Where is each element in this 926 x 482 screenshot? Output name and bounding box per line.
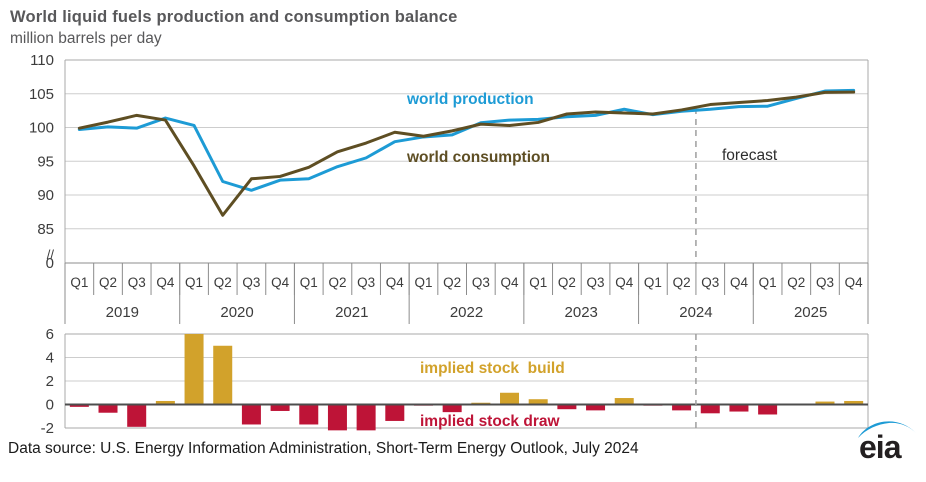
quarter-label: Q2 [787, 275, 805, 290]
y-tick-label: 110 [30, 52, 54, 69]
y-tick-label: 90 [37, 187, 54, 204]
eia-logo: eia [852, 413, 924, 471]
stock-draw-bar [385, 404, 405, 421]
stock-build-bar [815, 401, 835, 405]
stock-draw-label: implied stock draw [420, 413, 560, 430]
quarter-label: Q1 [414, 275, 432, 290]
quarter-label: Q1 [300, 275, 318, 290]
quarter-label: Q1 [185, 275, 203, 290]
quarter-label: Q1 [70, 275, 88, 290]
stock-draw-bar [672, 404, 692, 411]
y-tick-label: 2 [46, 373, 54, 390]
chart-units-subtitle: million barrels per day [10, 30, 162, 47]
year-label: 2025 [794, 304, 827, 321]
stock-draw-bar [327, 404, 347, 431]
quarter-label: Q4 [615, 275, 634, 290]
stock-draw-bar [127, 404, 147, 427]
y-tick-label: 4 [46, 350, 54, 367]
stock-draw-bar [442, 404, 462, 413]
forecast-label: forecast [722, 147, 778, 164]
quarter-label: Q4 [845, 275, 864, 290]
quarter-label: Q4 [386, 275, 405, 290]
y-tick-label: 0 [46, 255, 54, 272]
quarter-label: Q3 [701, 275, 719, 290]
y-tick-label: 105 [29, 86, 54, 103]
stock-build-bar [213, 345, 233, 405]
stock-build-bar [614, 398, 634, 405]
y-tick-label: 6 [46, 326, 54, 343]
stock-draw-bar [557, 404, 577, 410]
consumption-line [77, 90, 856, 217]
y-tick-label: 0 [46, 397, 54, 414]
stock-build-bar [155, 400, 175, 405]
production-label: world production [406, 91, 534, 108]
quarter-label: Q4 [156, 275, 175, 290]
stock-build-label: implied stock build [420, 360, 565, 377]
quarter-label: Q1 [529, 275, 547, 290]
quarter-label: Q4 [501, 275, 520, 290]
eia-logo-graphic: eia [858, 421, 916, 465]
eia-logo-text: eia [859, 429, 902, 465]
quarter-label: Q2 [673, 275, 691, 290]
quarter-label: Q2 [328, 275, 346, 290]
stock-build-bar [528, 399, 548, 405]
stock-draw-bar [356, 404, 376, 431]
stock-draw-bar [299, 404, 319, 425]
quarter-label: Q4 [271, 275, 290, 290]
quarter-label: Q1 [759, 275, 777, 290]
year-label: 2024 [679, 304, 712, 321]
quarter-label: Q3 [128, 275, 146, 290]
year-label: 2021 [335, 304, 368, 321]
quarter-label: Q3 [816, 275, 834, 290]
quarter-label: Q2 [558, 275, 576, 290]
stock-draw-bar [758, 404, 778, 415]
eia-logo-swoosh [858, 421, 916, 438]
stock-build-bar [844, 400, 864, 405]
quarter-label: Q4 [730, 275, 749, 290]
quarter-label: Q3 [357, 275, 375, 290]
stock-draw-bar [586, 404, 606, 411]
y-tick-label: 85 [37, 221, 54, 238]
y-tick-label: 95 [37, 153, 54, 170]
data-source-note: Data source: U.S. Energy Information Adm… [8, 440, 639, 457]
year-label: 2023 [565, 304, 598, 321]
stock-draw-bar [729, 404, 749, 412]
quarter-label: Q3 [242, 275, 260, 290]
page-title: World liquid fuels production and consum… [10, 8, 458, 26]
stock-draw-bar [270, 404, 290, 411]
stock-draw-bar [69, 404, 89, 407]
stock-draw-bar [700, 404, 720, 414]
axis-break-mark: // [47, 247, 55, 262]
y-tick-label: -2 [41, 420, 54, 437]
quarter-label: Q2 [443, 275, 461, 290]
year-label: 2020 [220, 304, 253, 321]
year-label: 2019 [106, 304, 139, 321]
stock-draw-bar [241, 404, 261, 425]
y-tick-label: 100 [29, 120, 54, 137]
stock-draw-bar [98, 404, 118, 413]
consumption-label: world consumption [406, 149, 550, 166]
quarter-label: Q1 [644, 275, 662, 290]
stock-build-bar [184, 334, 204, 405]
quarter-label: Q2 [214, 275, 232, 290]
quarter-label: Q2 [99, 275, 117, 290]
quarter-label: Q3 [472, 275, 490, 290]
stock-build-bar [500, 392, 520, 405]
quarter-label: Q3 [587, 275, 605, 290]
year-label: 2022 [450, 304, 483, 321]
